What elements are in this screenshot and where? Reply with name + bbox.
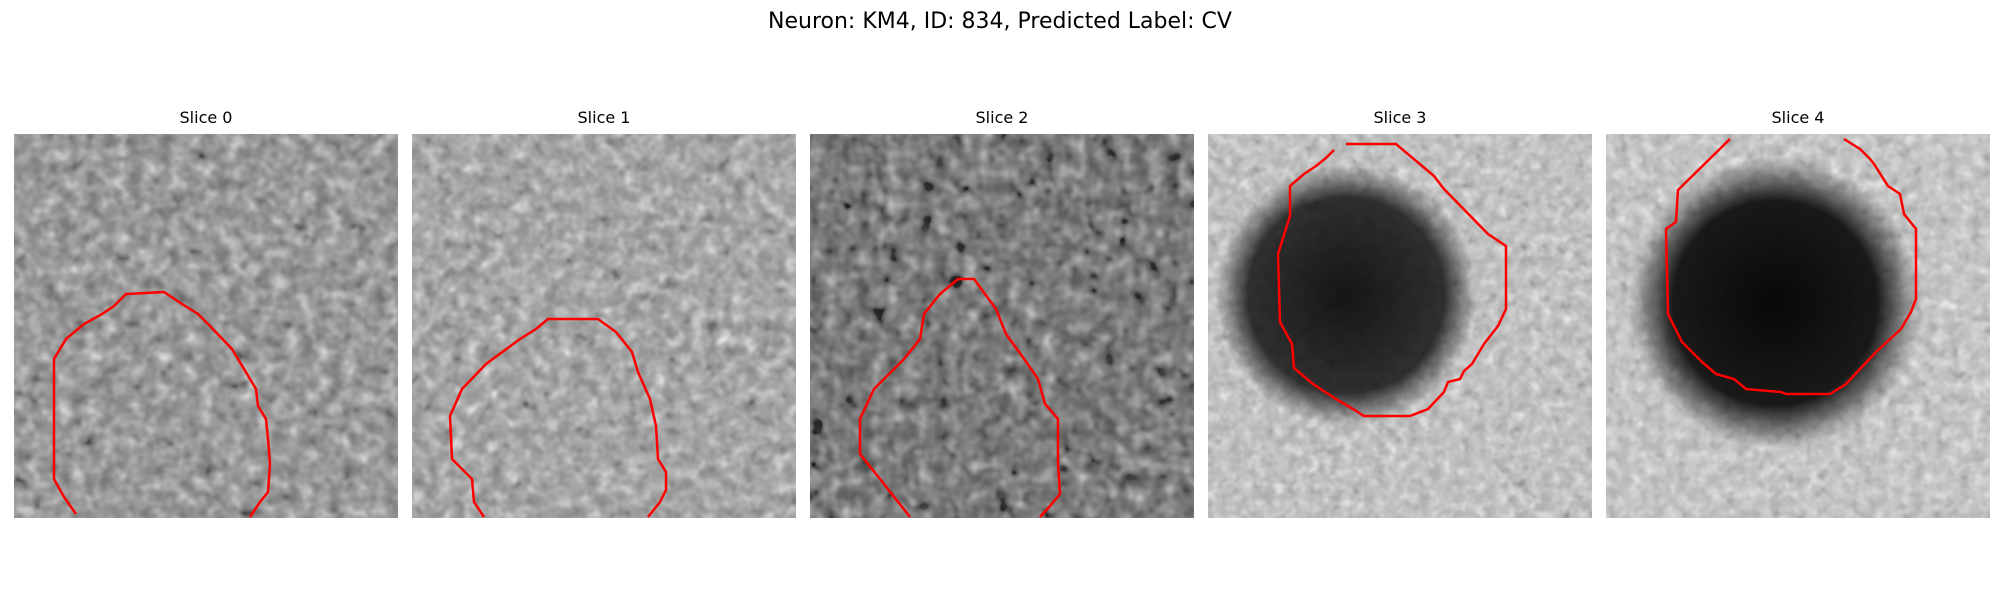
slice-image [1606,134,1990,518]
contour-line [1664,137,1918,396]
slice-image [810,134,1194,518]
contour-line [52,290,272,518]
figure-title: Neuron: KM4, ID: 834, Predicted Label: C… [768,9,1232,34]
slice-image [1208,134,1592,518]
slice-title: Slice 3 [1373,108,1427,127]
slice-image [14,134,398,518]
slice-title: Slice 4 [1771,108,1825,127]
contour-line [858,277,1062,518]
contour-line [448,317,668,518]
slice-title: Slice 0 [179,108,233,127]
slice-title: Slice 1 [577,108,631,127]
contour-line [1276,142,1508,418]
slice-title: Slice 2 [975,108,1029,127]
slice-image [412,134,796,518]
